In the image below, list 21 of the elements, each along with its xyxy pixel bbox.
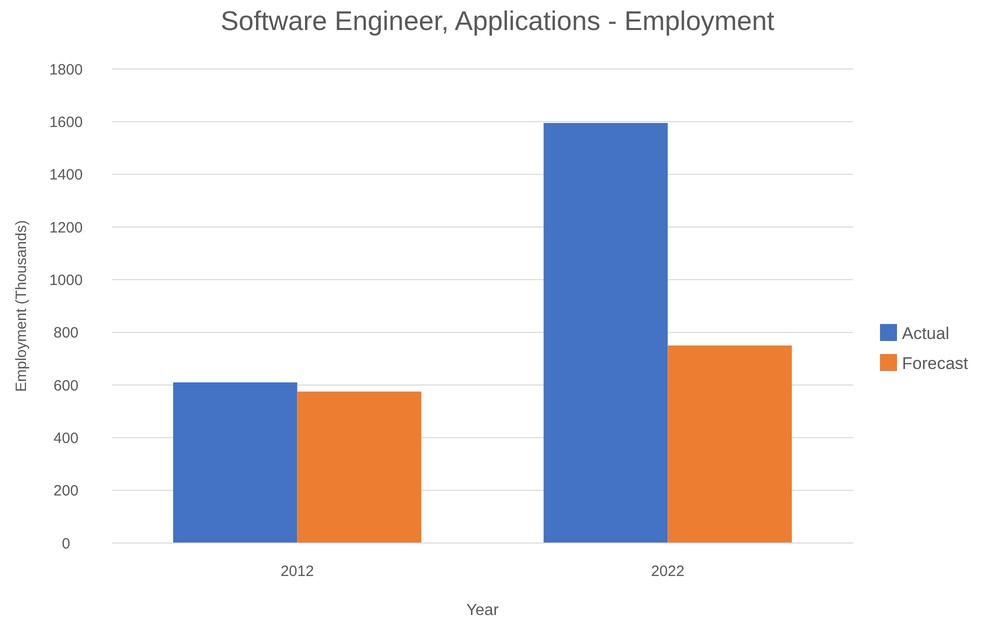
y-tick-label: 0: [62, 535, 70, 552]
bar: [173, 382, 298, 543]
bar: [297, 392, 422, 543]
x-axis-title: Year: [466, 602, 500, 619]
chart-title: Software Engineer, Applications - Employment: [220, 6, 775, 36]
y-tick-label: 1800: [49, 61, 83, 78]
y-tick-label: 1200: [49, 219, 83, 236]
legend-label: Forecast: [902, 354, 968, 373]
y-tick-label: 1000: [49, 272, 83, 289]
y-tick-label: 1600: [49, 114, 83, 131]
y-tick-label: 600: [53, 377, 79, 394]
x-tick-label: 2012: [280, 563, 314, 580]
bar: [544, 122, 668, 543]
legend-label: Actual: [902, 324, 950, 343]
y-axis-title: Employment (Thousands): [13, 220, 30, 392]
y-tick-label: 400: [53, 430, 79, 447]
y-tick-label: 1400: [49, 166, 83, 184]
y-tick-label: 200: [53, 482, 79, 500]
y-tick-label: 800: [53, 324, 79, 342]
x-tick-label: 2022: [651, 563, 684, 580]
bar: [668, 346, 792, 543]
